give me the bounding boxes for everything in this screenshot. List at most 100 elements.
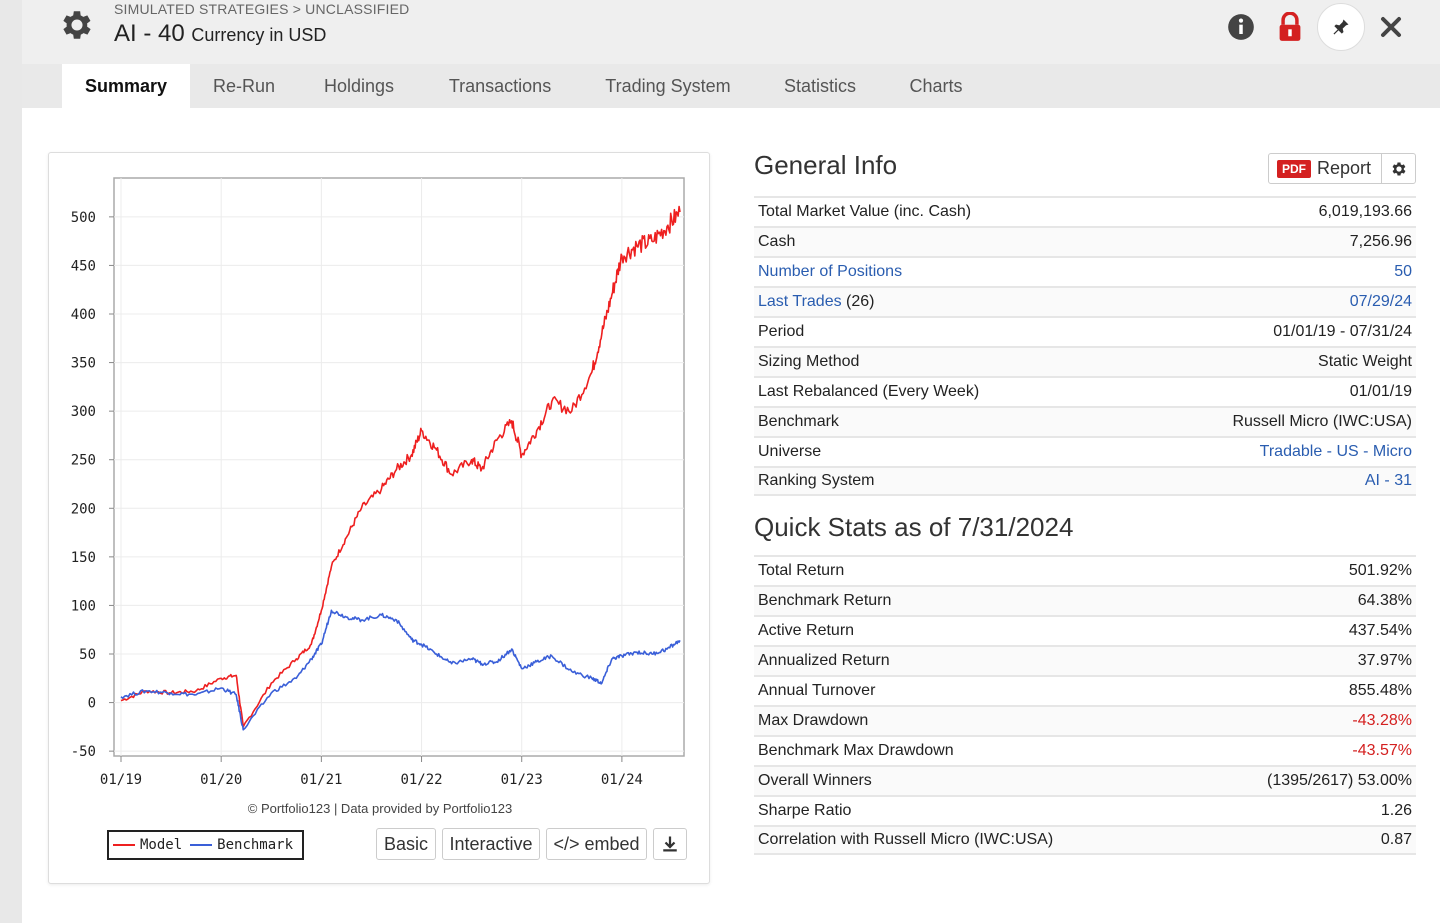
row-label: Overall Winners — [758, 772, 872, 790]
tab-statistics[interactable]: Statistics — [783, 76, 857, 96]
row-label-text: Annual Turnover — [758, 682, 876, 699]
table-row: Last Trades (26) 07/29/24 — [754, 286, 1416, 316]
row-label: Sizing Method — [758, 353, 859, 371]
row-value: 501.92% — [1348, 562, 1412, 579]
top-bar: SIMULATED STRATEGIES > UNCLASSIFIED AI -… — [22, 0, 1440, 64]
basic-button[interactable]: Basic — [376, 828, 436, 860]
table-row: Active Return 437.54% — [754, 615, 1416, 645]
lock-icon[interactable] — [1273, 10, 1307, 44]
row-value[interactable]: 50 — [1394, 263, 1412, 280]
download-icon[interactable] — [653, 828, 687, 860]
row-value: 6,019,193.66 — [1318, 203, 1412, 220]
y-tick-label: 150 — [71, 550, 96, 566]
currency-label: Currency in USD — [191, 25, 327, 45]
row-label-text: Sharpe Ratio — [758, 802, 852, 819]
row-label-text: Correlation with Russell Micro (IWC:USA) — [758, 831, 1054, 848]
strategy-name: AI - 40 — [114, 20, 185, 47]
row-value: (1395/2617) 53.00% — [1267, 772, 1412, 789]
x-tick-label: 01/19 — [100, 772, 142, 788]
pin-icon[interactable] — [1317, 3, 1365, 51]
row-label: Cash — [758, 233, 795, 251]
series-line-model[interactable] — [120, 205, 681, 728]
tab-summary[interactable]: Summary — [62, 64, 190, 108]
row-value: 437.54% — [1348, 622, 1412, 639]
row-label-text: Benchmark Return — [758, 592, 892, 609]
row-label[interactable]: Last Trades (26) — [758, 293, 875, 311]
report-settings-gear-icon[interactable] — [1381, 154, 1415, 183]
row-label-text: Period — [758, 323, 805, 340]
row-value[interactable]: AI - 31 — [1364, 472, 1412, 489]
page-title: AI - 40 Currency in USD — [114, 20, 326, 48]
row-label: Active Return — [758, 622, 854, 640]
row-value: 1.26 — [1380, 802, 1412, 819]
row-value: 01/01/19 - 07/31/24 — [1273, 323, 1412, 340]
row-value[interactable]: 07/29/24 — [1349, 293, 1412, 310]
table-row: Last Rebalanced (Every Week) 01/01/19 — [754, 376, 1416, 406]
row-value[interactable]: Tradable - US - Micro — [1259, 443, 1412, 460]
y-tick-label: 100 — [71, 598, 96, 614]
row-label-text: Overall Winners — [758, 772, 872, 789]
x-tick-label: 01/24 — [601, 772, 643, 788]
row-label-text[interactable]: Number of Positions — [758, 263, 903, 280]
table-row: Sharpe Ratio 1.26 — [754, 795, 1416, 825]
row-label[interactable]: Number of Positions — [758, 263, 902, 281]
table-row: Max Drawdown -43.28% — [754, 705, 1416, 735]
row-label: Annual Turnover — [758, 682, 875, 700]
y-tick-label: 250 — [71, 453, 96, 469]
table-row: Annualized Return 37.97% — [754, 645, 1416, 675]
table-row: Number of Positions 50 — [754, 256, 1416, 286]
close-icon[interactable] — [1374, 10, 1408, 44]
row-label: Total Return — [758, 562, 844, 580]
table-row: Period 01/01/19 - 07/31/24 — [754, 316, 1416, 346]
report-label[interactable]: Report — [1317, 158, 1372, 178]
row-label-text: Active Return — [758, 622, 855, 639]
row-label: Annualized Return — [758, 652, 890, 670]
table-row: Overall Winners (1395/2617) 53.00% — [754, 765, 1416, 795]
row-value: Russell Micro (IWC:USA) — [1232, 413, 1412, 430]
y-tick-label: 450 — [71, 258, 96, 274]
row-label: Sharpe Ratio — [758, 802, 851, 820]
row-label-text: Total Market Value (inc. Cash) — [758, 203, 972, 220]
legend-swatch-benchmark — [190, 844, 213, 846]
row-label-text: Last Rebalanced (Every Week) — [758, 383, 980, 400]
row-value: 855.48% — [1348, 682, 1412, 699]
table-row: Universe Tradable - US - Micro — [754, 436, 1416, 466]
y-tick-label: 200 — [71, 501, 96, 517]
table-row: Benchmark Russell Micro (IWC:USA) — [754, 406, 1416, 436]
general-info-table: Total Market Value (inc. Cash) 6,019,193.… — [754, 196, 1416, 496]
embed-button[interactable]: </> embed — [546, 828, 647, 860]
row-label: Last Rebalanced (Every Week) — [758, 383, 979, 401]
row-value: 7,256.96 — [1349, 233, 1412, 250]
table-row: Benchmark Max Drawdown -43.57% — [754, 735, 1416, 765]
row-label-text: Universe — [758, 443, 822, 460]
gear-icon[interactable] — [58, 6, 96, 44]
row-value: 0.87 — [1380, 831, 1412, 848]
tab-transactions[interactable]: Transactions — [448, 76, 552, 96]
table-row: Ranking System AI - 31 — [754, 466, 1416, 496]
row-label: Benchmark Max Drawdown — [758, 742, 954, 760]
table-row: Correlation with Russell Micro (IWC:USA)… — [754, 825, 1416, 855]
info-icon[interactable] — [1224, 10, 1258, 44]
interactive-button[interactable]: Interactive — [442, 828, 540, 860]
series-line-benchmark[interactable] — [120, 609, 681, 731]
table-row: Sizing Method Static Weight — [754, 346, 1416, 376]
pdf-report-button[interactable]: PDF Report — [1268, 153, 1416, 184]
tab-holdings[interactable]: Holdings — [323, 76, 395, 96]
x-tick-label: 01/21 — [300, 772, 342, 788]
legend-item-model[interactable]: Model — [113, 837, 182, 853]
x-tick-label: 01/23 — [501, 772, 543, 788]
row-label: Benchmark Return — [758, 592, 891, 610]
tab-re-run[interactable]: Re-Run — [212, 76, 276, 96]
row-label: Ranking System — [758, 472, 875, 490]
tab-trading-system[interactable]: Trading System — [605, 76, 731, 96]
row-label-text: Max Drawdown — [758, 712, 869, 729]
breadcrumb[interactable]: SIMULATED STRATEGIES > UNCLASSIFIED — [114, 1, 410, 17]
x-tick-label: 01/22 — [400, 772, 442, 788]
legend-item-benchmark[interactable]: Benchmark — [190, 837, 293, 853]
table-row: Annual Turnover 855.48% — [754, 675, 1416, 705]
row-value: -43.28% — [1352, 712, 1412, 729]
row-label-text[interactable]: Last Trades — [758, 293, 842, 310]
x-tick-label: 01/20 — [200, 772, 242, 788]
tab-charts[interactable]: Charts — [909, 76, 963, 96]
